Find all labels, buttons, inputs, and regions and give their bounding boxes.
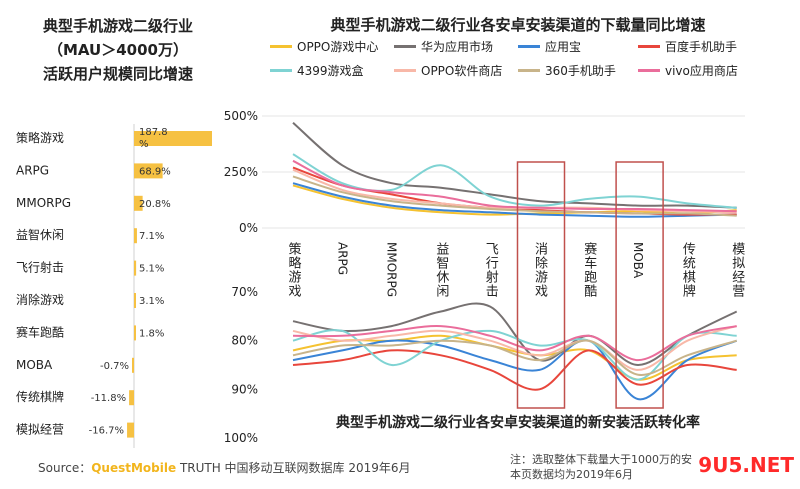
bar-category-label: 飞行射击 (16, 260, 64, 275)
legend-label: OPPO软件商店 (421, 64, 503, 78)
legend-item: OPPO游戏中心 (270, 38, 378, 55)
bottom-series-line (292, 339, 738, 401)
left-title-line-1: 典型手机游戏二级行业 (42, 17, 193, 35)
bar-value-label: 68.9% (139, 166, 171, 177)
bar (134, 228, 137, 244)
legend-swatch (518, 45, 540, 48)
bar-category-label: 传统棋牌 (16, 389, 64, 404)
bar (129, 390, 134, 406)
x-category-label: 赛车跑酷 (581, 241, 597, 298)
left-chart-title: 典型手机游戏二级行业 （MAU＞4000万） 活跃用户规模同比增速 (0, 14, 236, 86)
legend-swatch (638, 69, 660, 72)
bar (132, 357, 134, 373)
bar-value-label: 7.1% (139, 231, 164, 242)
legend-swatch (518, 69, 540, 72)
legend-item: vivo应用商店 (638, 62, 738, 79)
legend-label: 百度手机助手 (665, 40, 738, 54)
source-prefix: Source： (38, 461, 92, 475)
bar-category-label: 策略游戏 (16, 130, 64, 145)
bar-category-label: 赛车跑酷 (16, 324, 64, 339)
highlight-box (516, 161, 566, 409)
footnote-line-1: 注：选取整体下载量大于1000万的安 (510, 453, 692, 466)
legend-label: 应用宝 (545, 40, 582, 54)
bottom-ytick-label: 90% (231, 382, 258, 396)
legend-label: OPPO游戏中心 (297, 40, 379, 54)
x-category-label: MOBA (631, 242, 645, 279)
bar (134, 293, 136, 308)
bottom-ytick-label: 80% (231, 334, 258, 348)
x-category-label: 模拟经营 (729, 242, 745, 298)
bar-category-label: MOBA (16, 358, 53, 372)
bar (134, 163, 163, 179)
bar-category-label: 模拟经营 (16, 423, 64, 437)
legend-item: 百度手机助手 (638, 38, 737, 55)
top-series-line (292, 121, 737, 209)
bar (134, 131, 212, 146)
legend: OPPO游戏中心 华为应用市场 应用宝 百度手机助手 4399游戏盒 OPPO软件商店 36… (270, 33, 800, 89)
bar-value-label: -16.7% (89, 426, 124, 437)
bottom-series-line (292, 349, 737, 391)
legend-swatch (394, 45, 416, 48)
bar-category-label: ARPG (16, 163, 49, 177)
left-title-line-2: （MAU＞4000万） (47, 41, 188, 59)
bottom-series-line (292, 302, 738, 367)
bar-category-label: 消除游戏 (16, 292, 64, 307)
x-category-label: 传统棋牌 (680, 242, 696, 298)
bar-value-label: 187.8 (139, 127, 168, 138)
legend-swatch (638, 45, 660, 48)
source-brand: QuestMobile (91, 461, 177, 475)
legend-item: 应用宝 (518, 38, 581, 55)
source-suffix: TRUTH 中国移动互联网数据库 2019年6月 (176, 461, 411, 475)
bar-value-label: 20.8% (139, 199, 171, 210)
watermark-part-2: .NET (742, 453, 794, 477)
bar-value-label: -11.8% (91, 393, 126, 404)
legend-item: 4399游戏盒 (270, 62, 364, 79)
x-category-label: 策略游戏 (286, 241, 302, 298)
x-category-label: ARPG (335, 242, 349, 275)
x-category-label: 飞行射击 (483, 242, 499, 298)
footnote-line-2: 本页数据均为2019年6月 (510, 468, 633, 481)
bottom-chart-title: 典型手机游戏二级行业各安卓安装渠道的新安装活跃转化率 (336, 415, 700, 431)
legend-swatch (270, 45, 292, 48)
bar-value-label: 5.1% (139, 264, 164, 275)
watermark: 9U5.NET (698, 453, 794, 477)
highlight-box (615, 161, 664, 409)
legend-label: 4399游戏盒 (297, 64, 364, 78)
bar-value-label: -0.7% (100, 361, 129, 372)
bar (134, 260, 137, 276)
footnote: 注：选取整体下载量大于1000万的安 本页数据均为2019年6月 (510, 452, 692, 482)
top-ytick-label: 0% (239, 221, 258, 235)
legend-item: 华为应用市场 (394, 38, 493, 55)
legend-label: 360手机助手 (545, 64, 616, 78)
bar-value-label: 1.8% (139, 328, 164, 339)
top-ytick-label: 250% (224, 165, 258, 179)
bar-value-label: 3.1% (139, 296, 164, 307)
bar-category-label: MMORPG (16, 196, 71, 210)
right-chart-title: 典型手机游戏二级行业各安卓安装渠道的下载量同比增速 (330, 16, 706, 34)
top-ytick-label: 500% (224, 109, 258, 123)
legend-label: 华为应用市场 (421, 40, 494, 54)
legend-swatch (270, 69, 292, 72)
legend-item: OPPO软件商店 (394, 62, 502, 79)
bar-category-label: 益智休闲 (16, 227, 64, 242)
legend-swatch (394, 69, 416, 72)
source-line: Source：QuestMobile TRUTH 中国移动互联网数据库 2019… (38, 459, 411, 476)
bottom-ytick-label: 100% (224, 431, 258, 445)
bar-value-label-unit: % (139, 139, 149, 150)
bar (134, 325, 136, 341)
x-category-label: MMORPG (385, 242, 399, 297)
legend-label: vivo应用商店 (665, 64, 738, 78)
x-category-label: 益智休闲 (433, 242, 449, 298)
legend-item: 360手机助手 (518, 62, 616, 79)
bottom-ytick-label: 70% (231, 285, 258, 299)
watermark-part-1: 9U5 (698, 453, 743, 477)
left-title-line-3: 活跃用户规模同比增速 (42, 65, 193, 83)
bar (127, 422, 134, 438)
bar (134, 195, 143, 211)
x-category-label: 消除游戏 (532, 242, 548, 298)
